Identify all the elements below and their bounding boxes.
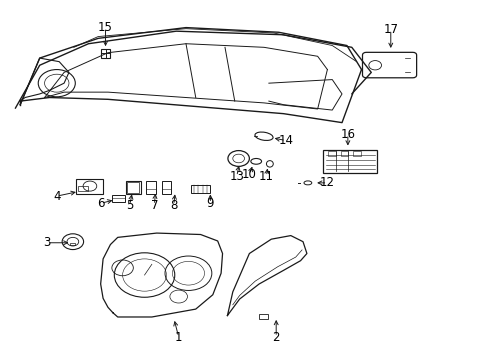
Bar [328,151,335,156]
Text: 2: 2 [272,330,279,343]
Text: 11: 11 [259,170,273,183]
Bar [146,181,156,194]
Bar [323,149,376,173]
Bar [126,181,141,194]
Bar [259,315,267,319]
Bar [127,182,139,193]
Bar [70,243,75,245]
Text: 13: 13 [229,170,244,183]
Text: 9: 9 [206,197,214,210]
Text: 15: 15 [98,21,113,34]
Bar [76,179,103,194]
Text: 5: 5 [126,199,133,212]
Bar [112,195,124,202]
Text: 8: 8 [170,199,177,212]
Text: 6: 6 [97,197,104,210]
Bar [101,49,110,58]
Text: 12: 12 [319,176,334,189]
Text: 17: 17 [383,23,397,36]
Text: 1: 1 [175,330,182,343]
Bar [78,186,88,192]
Text: 3: 3 [43,236,51,249]
Bar [352,151,360,156]
Text: 10: 10 [242,168,256,181]
Text: 7: 7 [150,199,158,212]
Bar [190,185,210,193]
Text: 14: 14 [278,134,293,147]
Text: 4: 4 [53,190,61,203]
Bar [340,151,347,156]
Text: 16: 16 [340,127,355,141]
Bar [161,181,171,194]
